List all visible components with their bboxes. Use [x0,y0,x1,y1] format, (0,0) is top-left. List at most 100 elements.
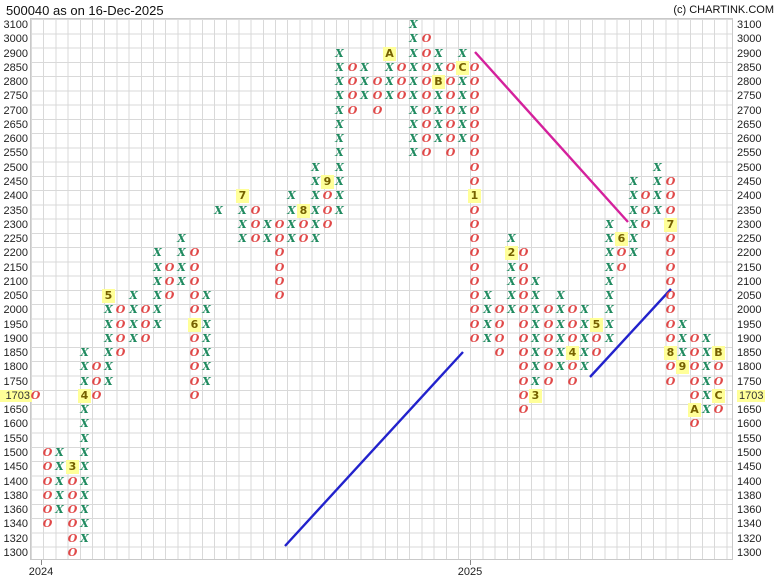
pf-x-cell: X [333,118,346,132]
y-axis-label: 1900 [0,333,28,345]
pf-o-cell: O [590,346,603,360]
y-axis-label: 2050 [737,290,761,302]
pf-x-cell: X [529,346,542,360]
pf-month-marker: 1 [468,189,481,203]
y-axis-label: 2450 [0,176,28,188]
y-axis-label: 2800 [0,76,28,88]
pf-o-cell: O [566,375,579,389]
pf-o-cell: O [29,389,42,403]
pf-x-cell: X [407,104,420,118]
pf-o-cell: O [41,517,54,531]
pf-o-cell: O [517,403,530,417]
pf-o-cell: O [590,332,603,346]
pf-o-cell: O [468,261,481,275]
pf-x-cell: X [627,175,640,189]
pf-x-cell: X [333,132,346,146]
y-axis-label: 2150 [737,262,761,274]
pf-x-cell: X [651,161,664,175]
copyright-label: (c) CHARTINK.COM [673,4,774,16]
y-axis-label: 1850 [0,347,28,359]
y-axis-label: 2500 [737,162,761,174]
pf-o-cell: O [273,261,286,275]
pf-x-cell: X [358,61,371,75]
y-axis-label: 1650 [737,404,761,416]
pf-o-cell: O [346,104,359,118]
y-axis-label: 2600 [737,133,761,145]
pf-x-cell: X [151,318,164,332]
pf-x-cell: X [78,446,91,460]
y-axis-label: 3100 [0,19,28,31]
pf-x-cell: X [554,289,567,303]
pf-month-marker: 5 [102,289,115,303]
x-axis-tick [470,560,471,565]
pf-x-cell: X [651,175,664,189]
pf-x-cell: X [603,218,616,232]
pf-x-cell: X [407,47,420,61]
pf-o-cell: O [273,289,286,303]
pf-o-cell: O [468,332,481,346]
y-axis-label: 2850 [737,62,761,74]
pf-x-cell: X [333,75,346,89]
pf-x-cell: X [127,289,140,303]
pf-o-cell: O [188,261,201,275]
pf-x-cell: X [603,289,616,303]
x-axis-tick [41,560,42,565]
pf-x-cell: X [407,18,420,32]
pf-o-cell: O [273,246,286,260]
y-axis-label: 1650 [0,404,28,416]
pf-x-cell: X [651,204,664,218]
pf-x-cell: X [432,47,445,61]
pf-x-cell: X [151,303,164,317]
pf-x-cell: X [627,246,640,260]
pf-x-cell: X [407,32,420,46]
pf-x-cell: X [53,503,66,517]
y-axis-label: 2350 [737,205,761,217]
pf-o-cell: O [444,146,457,160]
pf-x-cell: X [358,75,371,89]
pf-o-cell: O [517,246,530,260]
y-axis-label-last-price: 1703 [0,390,32,402]
pf-o-cell: O [664,303,677,317]
pf-x-cell: X [200,346,213,360]
pf-o-cell: O [712,375,725,389]
pf-month-marker: 7 [236,189,249,203]
y-axis-label: 2350 [0,205,28,217]
pf-o-cell: O [468,275,481,289]
y-axis-label: 2000 [737,304,761,316]
pf-o-cell: O [468,204,481,218]
y-axis-label: 2900 [737,48,761,60]
pf-x-cell: X [676,318,689,332]
pf-x-cell: X [407,89,420,103]
pf-x-cell: X [78,532,91,546]
pf-o-cell: O [468,118,481,132]
pf-o-cell: O [468,246,481,260]
pf-o-cell: O [712,360,725,374]
y-axis-label: 3100 [737,19,761,31]
pf-x-cell: X [529,332,542,346]
pf-x-cell: X [78,517,91,531]
pf-month-marker: C [712,389,725,403]
pf-x-cell: X [200,375,213,389]
y-axis-label: 2650 [737,119,761,131]
pf-x-cell: X [407,118,420,132]
pf-o-cell: O [468,218,481,232]
pf-o-cell: O [468,289,481,303]
pf-x-cell: X [651,189,664,203]
pf-o-cell: O [114,332,127,346]
y-axis-label: 1380 [0,490,28,502]
y-axis-label: 2300 [737,219,761,231]
pf-o-cell: O [114,346,127,360]
pf-x-cell: X [333,161,346,175]
pf-x-cell: X [200,318,213,332]
pf-o-cell: O [188,389,201,403]
pf-x-cell: X [309,161,322,175]
pf-o-cell: O [139,332,152,346]
pf-month-marker: A [383,47,396,61]
y-axis-label: 2200 [737,247,761,259]
pf-x-cell: X [578,360,591,374]
pf-x-cell: X [333,47,346,61]
pf-o-cell: O [273,275,286,289]
y-axis-label: 2250 [737,233,761,245]
y-axis-label: 1400 [737,476,761,488]
y-axis-label: 1750 [0,376,28,388]
